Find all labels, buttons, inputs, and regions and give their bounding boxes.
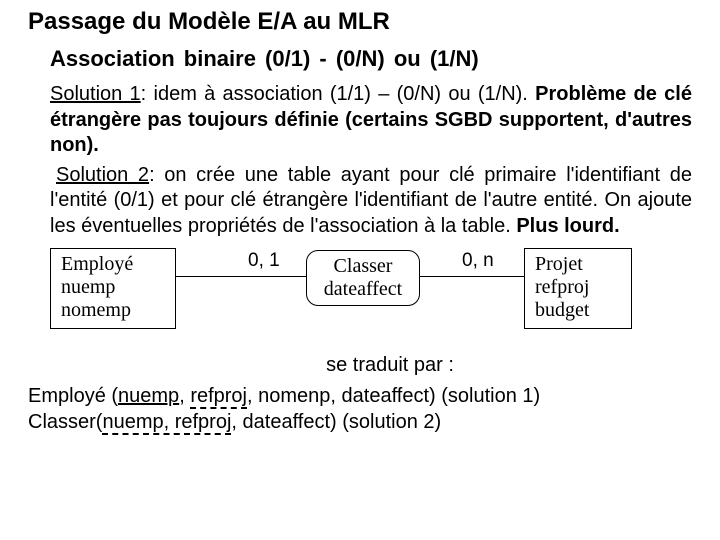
entity-employee-title: Employé bbox=[61, 253, 165, 276]
relation-classer-attr1: dateaffect bbox=[315, 278, 411, 301]
entity-employee: Employé nuemp nomemp bbox=[50, 248, 176, 329]
paragraph-solution-1: Solution 1: idem à association (1/1) – (… bbox=[50, 82, 692, 159]
r2-tail: , dateaffect) (solution 2) bbox=[231, 411, 441, 433]
relation-classer: Classer dateaffect bbox=[306, 250, 420, 306]
solution-1-label: Solution 1 bbox=[50, 83, 141, 105]
section-subtitle: Association binaire (0/1) - (0/N) ou (1/… bbox=[50, 46, 692, 72]
entity-employee-attr2: nomemp bbox=[61, 299, 165, 322]
translated-label: se traduit par : bbox=[28, 354, 692, 377]
r2-prefix: Classer( bbox=[28, 411, 102, 433]
paragraph-solution-2: Solution 2: on crée une table ayant pour… bbox=[50, 163, 692, 240]
r2-pkfk: nuemp, refproj bbox=[102, 411, 231, 435]
r1-pk: nuemp bbox=[118, 385, 179, 407]
solution-1-text: : idem à association (1/1) – (0/N) ou (1… bbox=[141, 83, 535, 105]
r1-tail: , nomenp, dateaffect) (solution 1) bbox=[247, 385, 540, 407]
result-line-1: Employé (nuemp, refproj, nomenp, dateaff… bbox=[28, 383, 692, 409]
document-page: Passage du Modèle E/A au MLR Association… bbox=[0, 0, 720, 443]
page-title: Passage du Modèle E/A au MLR bbox=[28, 8, 692, 36]
r1-prefix: Employé ( bbox=[28, 385, 118, 407]
connector-right bbox=[420, 276, 524, 277]
entity-employee-attr1: nuemp bbox=[61, 276, 165, 299]
r1-fk: refproj bbox=[190, 385, 247, 409]
entity-projet: Projet refproj budget bbox=[524, 248, 632, 329]
er-diagram: Employé nuemp nomemp 0, 1 Classer dateaf… bbox=[50, 248, 692, 352]
cardinality-left: 0, 1 bbox=[248, 250, 280, 272]
entity-projet-title: Projet bbox=[535, 253, 621, 276]
solution-2-label: Solution 2 bbox=[56, 164, 149, 186]
entity-projet-attr2: budget bbox=[535, 299, 621, 322]
result-lines: Employé (nuemp, refproj, nomenp, dateaff… bbox=[28, 383, 692, 435]
cardinality-right: 0, n bbox=[462, 250, 494, 272]
result-line-2: Classer(nuemp, refproj, dateaffect) (sol… bbox=[28, 409, 692, 435]
relation-classer-title: Classer bbox=[315, 255, 411, 278]
plus-lourd-text: Plus lourd. bbox=[516, 215, 619, 237]
r1-sep: , bbox=[179, 385, 190, 407]
entity-projet-attr1: refproj bbox=[535, 276, 621, 299]
connector-left bbox=[176, 276, 306, 277]
